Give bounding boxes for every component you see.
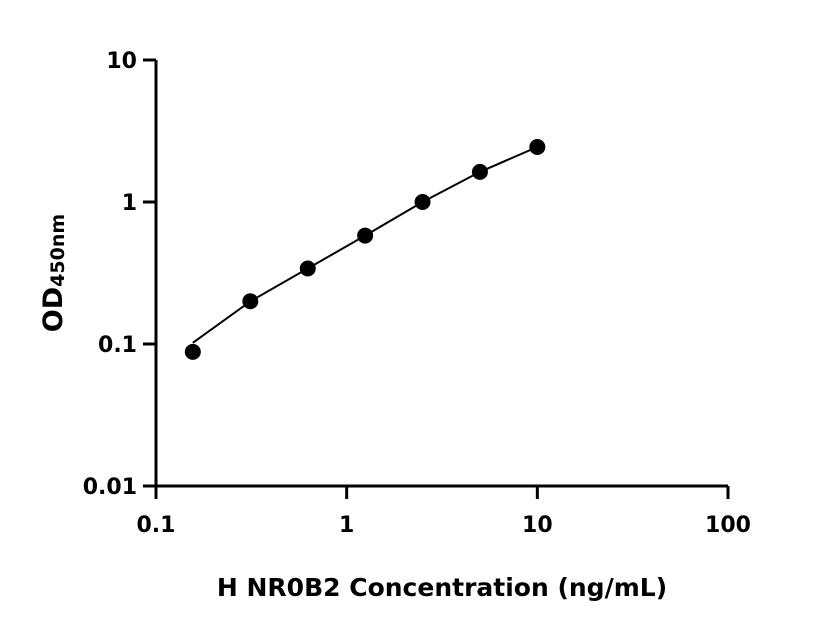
data-point (414, 194, 431, 210)
data-point (357, 227, 374, 244)
y-axis-label-sub: 450nm (47, 214, 69, 287)
x-tick-label: 100 (705, 513, 751, 538)
data-point (471, 163, 488, 180)
data-point (299, 260, 316, 277)
y-tick-label: 10 (106, 49, 137, 74)
x-tick-label: 0.1 (137, 513, 176, 538)
x-tick-label: 1 (339, 513, 354, 538)
y-tick-label: 0.1 (98, 333, 137, 358)
y-axis-label-main: OD (38, 287, 69, 332)
x-axis-label: H NR0B2 Concentration (ng/mL) (217, 573, 667, 602)
y-axis-label: OD450nm (38, 214, 69, 332)
y-tick-label: 0.01 (83, 475, 137, 500)
data-points (184, 138, 546, 360)
data-point (529, 138, 546, 155)
data-point (242, 293, 259, 310)
y-tick-label: 1 (122, 191, 137, 216)
x-tick-label: 10 (522, 513, 553, 538)
data-point (184, 343, 201, 360)
